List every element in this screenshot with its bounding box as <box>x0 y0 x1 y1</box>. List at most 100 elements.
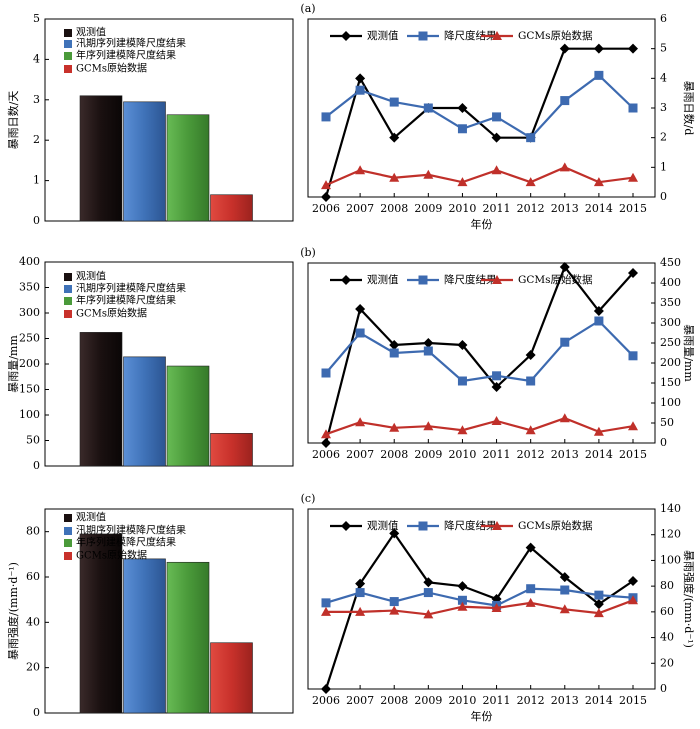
legend-swatch-1 <box>64 285 72 293</box>
legend-marker-0 <box>341 31 351 41</box>
y-tick-label: 200 <box>19 357 40 370</box>
legend-marker-2 <box>492 521 502 530</box>
series-0-point <box>628 43 638 54</box>
series-1-point <box>457 595 467 605</box>
legend-label-0: 观测值 <box>367 29 399 42</box>
series-0-point <box>389 528 400 539</box>
y-tick-label: 250 <box>660 336 681 349</box>
legend-label-1: 汛期序列建模降尺度结果 <box>76 37 186 50</box>
x-tick-label: 2014 <box>585 448 613 461</box>
series-1-point <box>389 348 399 358</box>
legend-label-0: 观测值 <box>76 511 106 524</box>
legend-swatch-3 <box>64 310 72 318</box>
series-2-point <box>355 165 366 175</box>
series-2-point <box>423 421 434 431</box>
x-tick-label: 2008 <box>380 694 408 707</box>
bar-0 <box>79 533 123 714</box>
series-1-point <box>492 112 502 122</box>
y-tick-label: 350 <box>660 296 681 309</box>
y-tick-label: 3 <box>660 101 667 114</box>
y-tick-label: 350 <box>19 281 40 294</box>
y-tick-label: 6 <box>660 12 667 25</box>
x-tick-label: 2008 <box>380 448 408 461</box>
y-tick-label: 300 <box>19 306 40 319</box>
x-tick-label: 2011 <box>483 448 511 461</box>
y-tick-label: 300 <box>660 316 681 329</box>
series-1-point <box>423 346 433 356</box>
bar-3 <box>210 194 253 222</box>
series-2-point <box>423 169 434 179</box>
series-2-point <box>321 606 331 616</box>
y-axis-label: 暴雨量/mm <box>7 335 20 393</box>
y-tick-label: 0 <box>33 459 40 472</box>
x-tick-label: 2006 <box>312 694 340 707</box>
legend-marker-2 <box>492 31 502 40</box>
y-tick-label: 5 <box>660 42 667 55</box>
bar-3 <box>210 642 253 714</box>
y-tick-label: 100 <box>660 553 681 566</box>
y-tick-label: 1 <box>33 174 40 187</box>
x-tick-label: 2014 <box>585 202 613 215</box>
legend-label-2: 年序列建模降尺度结果 <box>76 294 176 307</box>
series-2-point <box>593 177 604 187</box>
legend-swatch-2 <box>64 297 72 305</box>
series-line-1 <box>325 319 634 383</box>
legend-label-2: 年序列建模降尺度结果 <box>76 536 176 549</box>
x-axis-label: 年份 <box>471 217 493 231</box>
y-tick-label: 20 <box>660 656 674 669</box>
bar-panel-2: 0 20 40 60 80 暴雨强度/(mm·d⁻¹) 观测值汛期序列建模降尺度结果年序列建… <box>6 508 294 719</box>
y-tick-label: 0 <box>33 706 40 719</box>
series-2-point <box>457 601 468 611</box>
x-tick-label: 2007 <box>346 448 374 461</box>
series-1-point <box>423 588 433 598</box>
series-1-point <box>594 590 604 600</box>
y-tick-label: 5 <box>33 12 40 25</box>
x-tick-label: 2011 <box>483 694 511 707</box>
bar-panel-0: 0 1 2 3 4 5 暴雨日数/天 观测值汛期序列建模降尺度结果年序列建模降尺度结果GCMs… <box>7 12 294 227</box>
series-1-point <box>492 371 502 381</box>
series-0-point <box>593 599 604 610</box>
legend-label-2: GCMs原始数据 <box>518 519 593 532</box>
series-0-point <box>321 192 331 202</box>
x-tick-label: 2010 <box>448 448 476 461</box>
y-tick-label: 0 <box>660 436 667 449</box>
series-2-point <box>389 605 400 615</box>
series-2-point <box>628 421 638 431</box>
legend-label-3: GCMs原始数据 <box>76 62 147 75</box>
bar-2 <box>166 561 210 714</box>
legend-label-0: 观测值 <box>76 270 106 283</box>
x-tick-label: 2008 <box>380 202 408 215</box>
series-2-point <box>389 172 400 182</box>
series-1-point <box>321 112 331 122</box>
series-1-point <box>594 316 604 326</box>
legend-label-0: 观测值 <box>76 26 106 39</box>
series-2-point <box>457 177 468 187</box>
series-1-point <box>321 598 331 608</box>
x-tick-label: 2015 <box>619 694 647 707</box>
series-2-point <box>423 609 434 619</box>
series-1-point <box>321 368 331 378</box>
series-1-point <box>560 585 570 595</box>
series-0-point <box>559 572 570 583</box>
legend-swatch-2 <box>64 52 72 60</box>
series-line-0 <box>324 531 634 690</box>
series-2-point <box>389 422 400 432</box>
series-0-point <box>389 132 400 143</box>
legend-label-1: 汛期序列建模降尺度结果 <box>76 282 186 295</box>
series-1-point <box>389 597 399 607</box>
series-2-point <box>355 606 366 616</box>
series-line-1 <box>325 587 634 607</box>
series-0-point <box>321 684 331 694</box>
legend-label-0: 观测值 <box>367 519 399 532</box>
series-0-point <box>457 340 468 350</box>
line-panel-1: 0 50 100 150 200 250 300 350 400 450 2006 2007 2008 2… <box>300 246 695 461</box>
series-0-point <box>525 542 536 553</box>
legend-marker-1 <box>418 31 428 41</box>
line-plot-frame <box>307 262 656 444</box>
bar-2 <box>166 365 210 467</box>
legend-label-2: 年序列建模降尺度结果 <box>76 49 176 62</box>
series-0-point <box>491 382 502 392</box>
legend-swatch-1 <box>64 40 72 48</box>
series-2-point <box>457 425 468 435</box>
series-line-1 <box>325 73 634 140</box>
